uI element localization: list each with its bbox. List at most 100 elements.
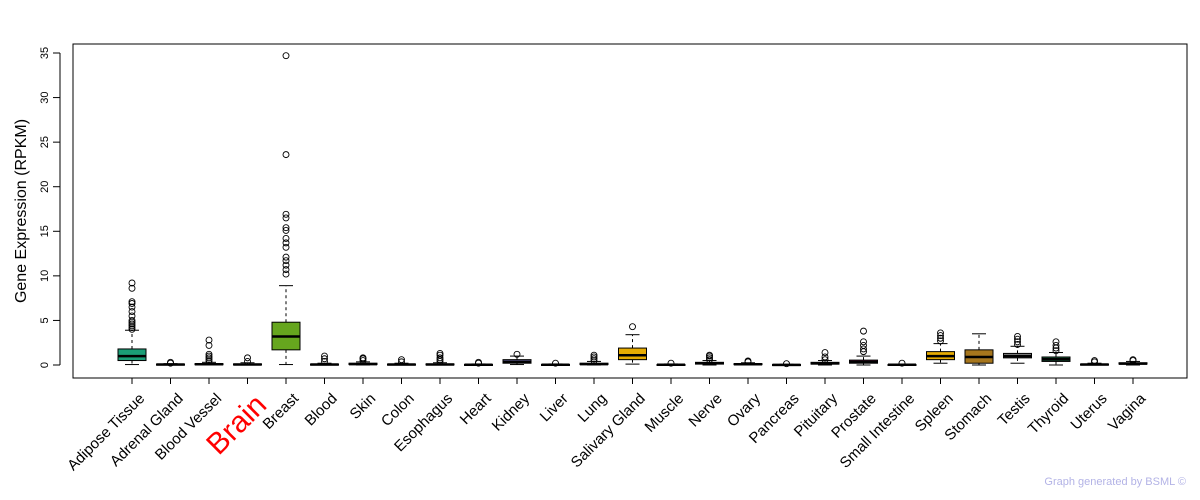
outlier-breast-7	[282, 234, 290, 242]
outlier-spleen-1	[937, 334, 944, 342]
box-colon	[387, 356, 416, 366]
outlier-brain-1	[244, 354, 251, 362]
outlier-pituitary-1	[821, 353, 829, 361]
outlier-blood-vessel-2	[205, 354, 213, 362]
y-tick-label-2: 10	[39, 270, 51, 282]
outlier-esophagus-3	[436, 351, 444, 359]
outlier-spleen-0	[937, 337, 944, 345]
outlier-esophagus-4	[436, 349, 444, 357]
box-muscle	[656, 359, 686, 367]
outlier-adipose-tissue-11	[128, 284, 136, 292]
box-pituitary	[810, 349, 840, 366]
x-label-uterus: Uterus	[1067, 390, 1110, 433]
y-tick-label-5: 25	[39, 136, 51, 148]
outlier-thyroid-2	[1052, 341, 1060, 349]
box-adipose-tissue	[117, 279, 147, 366]
outlier-blood-vessel-5	[205, 341, 213, 349]
outlier-prostate-4	[860, 327, 867, 335]
x-label-thyroid: Thyroid	[1025, 390, 1072, 437]
x-label-blood: Blood	[302, 390, 341, 429]
outlier-lung-0	[590, 357, 598, 364]
box-vagina	[1118, 356, 1148, 366]
outlier-breast-10	[282, 214, 290, 222]
outlier-blood-vessel-1	[205, 356, 213, 364]
box-prostate	[849, 327, 878, 366]
outlier-blood-vessel-0	[205, 357, 213, 365]
outlier-blood-vessel-6	[205, 336, 213, 344]
outlier-spleen-2	[937, 332, 944, 340]
outlier-thyroid-0	[1052, 347, 1060, 355]
outlier-esophagus-2	[436, 354, 444, 362]
y-tick-label-3: 15	[39, 225, 51, 237]
outlier-breast-6	[282, 239, 290, 247]
outlier-adipose-tissue-7	[128, 308, 136, 315]
outlier-uterus-1	[1091, 357, 1098, 364]
iqr-box-salivary-gland	[618, 347, 647, 361]
box-adrenal-gland	[156, 358, 185, 367]
outlier-adipose-tissue-6	[128, 312, 136, 320]
y-tick-label-6: 30	[39, 91, 51, 103]
x-label-kidney: Kidney	[489, 390, 534, 435]
outlier-testis-3	[1014, 333, 1021, 340]
outlier-breast-12	[282, 151, 290, 159]
plot-frame	[72, 43, 1188, 379]
outlier-salivary-gland-0	[629, 323, 636, 331]
outlier-blood-0	[321, 357, 328, 365]
footer-credit: Graph generated by BSML ©	[1044, 476, 1186, 488]
outlier-blood-vessel-3	[205, 352, 213, 360]
outlier-testis-2	[1014, 335, 1021, 343]
outlier-kidney-0	[513, 350, 521, 358]
box-skin	[348, 354, 378, 366]
outlier-nerve-3	[706, 351, 713, 359]
outlier-small-intestine-0	[898, 359, 906, 367]
outlier-adipose-tissue-12	[128, 279, 136, 287]
iqr-box-adipose-tissue	[117, 348, 147, 362]
outlier-colon-1	[398, 356, 405, 364]
box-pancreas	[772, 360, 801, 368]
y-tick-label-0: 0	[39, 362, 51, 368]
outlier-prostate-1	[860, 345, 867, 353]
outlier-blood-1	[321, 355, 328, 363]
outlier-breast-11	[282, 210, 290, 218]
box-brain	[233, 354, 262, 366]
outlier-pancreas-0	[783, 360, 790, 368]
outlier-vagina-1	[1129, 356, 1137, 364]
outlier-pituitary-2	[821, 349, 829, 356]
box-liver	[541, 359, 570, 367]
outlier-adipose-tissue-5	[128, 316, 136, 324]
outlier-liver-0	[552, 359, 559, 367]
outlier-heart-1	[475, 358, 482, 366]
box-nerve	[695, 351, 724, 366]
box-heart	[464, 358, 493, 367]
outlier-lung-2	[590, 353, 598, 361]
outlier-prostate-3	[860, 338, 867, 346]
y-tick-label-1: 5	[39, 317, 51, 323]
outlier-adipose-tissue-2	[128, 322, 136, 330]
boxes-layer	[117, 52, 1148, 368]
box-esophagus	[425, 349, 455, 366]
x-label-lung: Lung	[575, 390, 611, 426]
y-tick-label-4: 20	[39, 181, 51, 193]
x-label-vagina: Vagina	[1105, 390, 1150, 435]
box-salivary-gland	[618, 323, 647, 365]
outlier-breast-3	[282, 257, 290, 265]
outlier-pituitary-0	[821, 356, 829, 364]
outlier-breast-8	[282, 226, 290, 234]
box-lung	[579, 351, 609, 366]
box-ovary	[733, 357, 763, 366]
box-testis	[1003, 333, 1032, 364]
outlier-adipose-tissue-0	[128, 325, 136, 333]
outlier-testis-1	[1014, 338, 1021, 346]
outlier-adipose-tissue-3	[128, 320, 136, 328]
x-label-liver: Liver	[537, 390, 572, 425]
outlier-colon-0	[398, 358, 405, 366]
y-tick-label-7: 35	[39, 47, 51, 59]
box-kidney	[502, 350, 532, 366]
outlier-ovary-1	[744, 357, 752, 365]
outlier-nerve-0	[706, 356, 713, 364]
outlier-breast-0	[282, 270, 290, 278]
box-small-intestine	[887, 359, 917, 367]
outlier-prostate-2	[860, 341, 867, 349]
